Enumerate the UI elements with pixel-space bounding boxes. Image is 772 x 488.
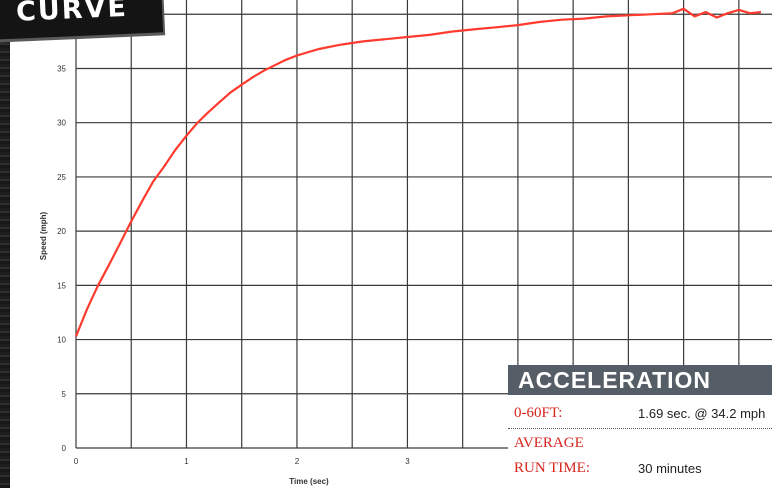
section-title: CURVE	[15, 0, 129, 28]
x-axis-label: Time (sec)	[289, 477, 329, 486]
y-axis-label: Speed (mph)	[39, 211, 48, 260]
x-tick-label: 2	[295, 457, 300, 466]
row-divider	[508, 428, 772, 429]
y-tick-label: 5	[62, 390, 67, 399]
y-tick-label: 0	[62, 444, 67, 453]
x-tick-label: 1	[184, 457, 189, 466]
acceleration-header: ACCELERATION	[508, 365, 772, 395]
y-tick-label: 10	[57, 336, 66, 345]
zero-sixty-label: 0-60FT:	[514, 405, 563, 421]
chart-tick-labels: 051015202530354001234	[57, 10, 521, 466]
page-edge	[0, 0, 10, 488]
y-tick-label: 30	[57, 119, 66, 128]
y-tick-label: 35	[57, 64, 66, 73]
acceleration-heading: ACCELERATION	[518, 367, 712, 393]
x-tick-label: 0	[74, 457, 79, 466]
y-tick-label: 15	[57, 281, 66, 290]
zero-sixty-value: 1.69 sec. @ 34.2 mph	[638, 406, 766, 421]
y-tick-label: 20	[57, 227, 66, 236]
y-tick-label: 25	[57, 173, 66, 182]
average-label: AVERAGE	[514, 435, 584, 451]
acceleration-panel: ACCELERATION 0-60FT: 1.69 sec. @ 34.2 mp…	[508, 365, 772, 488]
series-line-speed	[74, 7, 762, 337]
x-tick-label: 3	[405, 457, 410, 466]
run-time-value: 30 minutes	[638, 461, 702, 476]
run-time-label: RUN TIME:	[514, 460, 590, 476]
